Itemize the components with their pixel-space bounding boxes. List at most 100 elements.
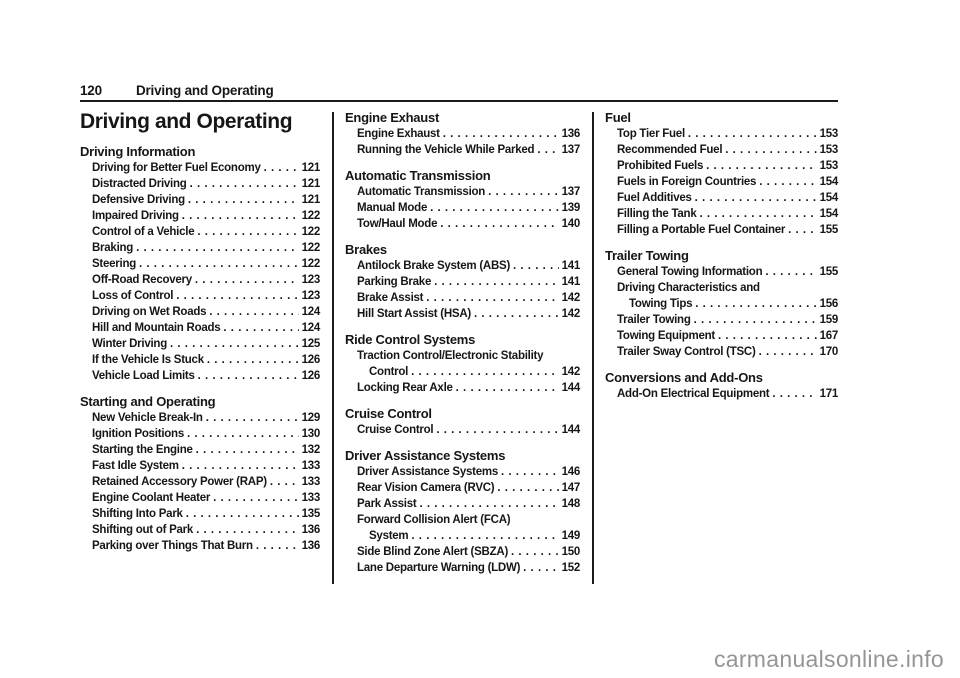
entry-label: Winter Driving <box>92 338 167 350</box>
toc-entry: Towing Equipment 167 <box>605 328 838 344</box>
dot-leader <box>206 410 299 426</box>
toc-section: Ride Control Systems Traction Control/Ele… <box>345 332 580 396</box>
entry-page: 123 <box>301 274 321 286</box>
toc-entry: Off-Road Recovery 123 <box>80 272 320 288</box>
entry-page: 152 <box>561 562 581 574</box>
toc-entry: Parking over Things That Burn 136 <box>80 538 320 554</box>
entry-page: 122 <box>301 242 321 254</box>
dot-leader <box>198 368 299 384</box>
toc-entry: Fuel Additives 154 <box>605 190 838 206</box>
toc-entry: System 149 <box>345 528 580 544</box>
toc-entry: Starting the Engine 132 <box>80 442 320 458</box>
entry-label: Shifting Into Park <box>92 508 183 520</box>
dot-leader <box>513 258 559 274</box>
toc-column: Driving and Operating Driving Information… <box>80 110 320 576</box>
section-heading: Fuel <box>605 110 631 125</box>
toc-columns: Driving and Operating Driving Information… <box>80 110 838 584</box>
toc-section: Automatic Transmission Automatic Transmis… <box>345 168 580 232</box>
dot-leader <box>207 352 299 368</box>
watermark-text: carmanualsonline.info <box>713 646 944 672</box>
dot-leader <box>474 306 559 322</box>
entry-label: Impaired Driving <box>92 210 179 222</box>
toc-entry: Winter Driving 125 <box>80 336 320 352</box>
section-heading: Cruise Control <box>345 406 432 421</box>
dot-leader <box>196 522 299 538</box>
toc-section: Driver Assistance Systems Driver Assistan… <box>345 448 580 576</box>
toc-entry: General Towing Information 155 <box>605 264 838 280</box>
dot-leader <box>440 216 558 232</box>
toc-entry: Park Assist 148 <box>345 496 580 512</box>
entry-label: Running the Vehicle While Parked <box>357 144 535 156</box>
toc-entry: Engine Exhaust 136 <box>345 126 580 142</box>
toc-entry: Top Tier Fuel 153 <box>605 126 838 142</box>
section-heading: Starting and Operating <box>80 394 216 409</box>
dot-leader <box>434 274 558 290</box>
entry-label: Ignition Positions <box>92 428 184 440</box>
toc-entry: Antilock Brake System (ABS) 141 <box>345 258 580 274</box>
toc-entry: Control 142 <box>345 364 580 380</box>
entry-page: 146 <box>561 466 581 478</box>
toc-entry: Rear Vision Camera (RVC) 147 <box>345 480 580 496</box>
entry-label-line: Traction Control/Electronic Stability <box>357 350 544 362</box>
entry-page: 121 <box>301 194 321 206</box>
toc-entry: Control of a Vehicle 122 <box>80 224 320 240</box>
entry-label: Driving on Wet Roads <box>92 306 207 318</box>
dot-leader <box>765 264 816 280</box>
toc-entry: Braking 122 <box>80 240 320 256</box>
column-divider <box>332 112 334 584</box>
dot-leader <box>523 560 558 576</box>
entry-page: 133 <box>301 476 321 488</box>
entry-label: Vehicle Load Limits <box>92 370 195 382</box>
entry-label: Lane Departure Warning (LDW) <box>357 562 521 574</box>
entry-label: Retained Accessory Power (RAP) <box>92 476 267 488</box>
dot-leader <box>456 380 559 396</box>
dot-leader <box>188 192 299 208</box>
dot-leader <box>186 506 299 522</box>
dot-leader <box>759 174 816 190</box>
dot-leader <box>772 386 816 402</box>
toc-entry: Shifting Into Park 135 <box>80 506 320 522</box>
entry-label: Top Tier Fuel <box>617 128 685 140</box>
entry-page: 154 <box>819 208 839 220</box>
entry-page: 124 <box>301 306 321 318</box>
entry-label: Towing Tips <box>629 298 693 310</box>
dot-leader <box>196 442 299 458</box>
entry-page: 126 <box>301 354 321 366</box>
entry-label: Side Blind Zone Alert (SBZA) <box>357 546 509 558</box>
entry-label: Defensive Driving <box>92 194 185 206</box>
entry-label: Fast Idle System <box>92 460 179 472</box>
page-title: Driving and Operating <box>80 110 293 133</box>
entry-label: Control <box>369 366 409 378</box>
dot-leader <box>139 256 299 272</box>
dot-leader <box>436 422 558 438</box>
section-heading: Conversions and Add-Ons <box>605 370 763 385</box>
toc-column: Engine Exhaust Engine Exhaust 136 Running t… <box>345 110 580 576</box>
section-heading: Engine Exhaust <box>345 110 440 125</box>
entry-page: 150 <box>561 546 581 558</box>
toc-section: Conversions and Add-Ons Add-On Electrical… <box>605 370 838 402</box>
entry-label: Loss of Control <box>92 290 174 302</box>
entry-label: New Vehicle Break-In <box>92 412 203 424</box>
entry-label: Trailer Sway Control (TSC) <box>617 346 756 358</box>
entry-page: 142 <box>561 308 581 320</box>
section-heading: Driver Assistance Systems <box>345 448 506 463</box>
dot-leader <box>182 208 299 224</box>
entry-page: 142 <box>561 292 581 304</box>
toc-entry: Parking Brake 141 <box>345 274 580 290</box>
entry-label: Park Assist <box>357 498 417 510</box>
dot-leader <box>443 126 559 142</box>
entry-label-line: Driving Characteristics and <box>617 282 760 294</box>
toc-entry: Fuels in Foreign Countries 154 <box>605 174 838 190</box>
entry-page: 121 <box>301 178 321 190</box>
toc-section: Trailer Towing General Towing Information… <box>605 248 838 360</box>
entry-label: Prohibited Fuels <box>617 160 704 172</box>
running-header: 120 Driving and Operating <box>80 84 274 98</box>
entry-label: Shifting out of Park <box>92 524 194 536</box>
entry-page: 124 <box>301 322 321 334</box>
entry-page: 155 <box>819 224 839 236</box>
entry-label: Tow/Haul Mode <box>357 218 438 230</box>
dot-leader <box>688 126 817 142</box>
entry-label: Add-On Electrical Equipment <box>617 388 770 400</box>
